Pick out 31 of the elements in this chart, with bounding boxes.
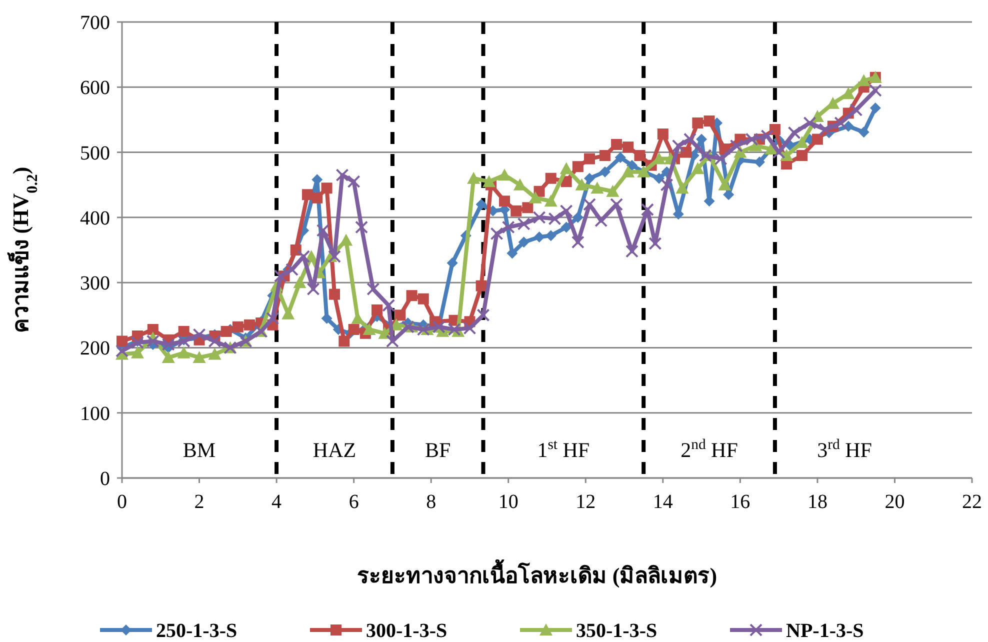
legend-label: NP-1-3-S — [786, 620, 864, 642]
y-tick-label: 300 — [80, 272, 110, 295]
y-tick-label: 600 — [80, 77, 110, 100]
x-tick-label: 16 — [730, 491, 750, 513]
y-tick-label: 500 — [80, 142, 110, 164]
legend-label: 350-1-3-S — [576, 620, 658, 642]
annotation: 3$^{rd}$ HF — [817, 437, 872, 462]
x-tick-label: 18 — [807, 491, 828, 513]
annotation: BM — [182, 438, 216, 462]
x-tick-label: 14 — [652, 491, 673, 513]
annotation: HAZ — [312, 438, 356, 462]
x-tick-label: 6 — [348, 491, 359, 513]
y-tick-label: 100 — [80, 402, 110, 425]
annotation: 1$^{st}$ HF — [537, 437, 590, 462]
x-axis-title: ระยะทางจากเนื้อโลหะเดิม (มิลลิเมตร) — [356, 559, 718, 588]
x-tick-label: 20 — [884, 491, 905, 513]
x-tick-label: 10 — [498, 491, 518, 513]
x-tick-label: 22 — [962, 491, 982, 513]
legend-label: 300-1-3-S — [366, 620, 448, 642]
y-tick-label: 400 — [80, 207, 110, 230]
annotation: 2$^{nd}$ HF — [680, 437, 738, 462]
y-tick-label: 200 — [80, 338, 110, 360]
x-tick-label: 2 — [194, 491, 204, 513]
x-tick-label: 12 — [576, 491, 596, 513]
x-tick-label: 8 — [426, 491, 436, 513]
x-tick-label: 0 — [117, 491, 127, 513]
legend-label: 250-1-3-S — [156, 620, 238, 642]
annotation: BF — [425, 438, 451, 462]
x-tick-label: 4 — [272, 491, 282, 513]
y-tick-label: 0 — [100, 468, 110, 490]
y-tick-label: 700 — [80, 12, 110, 34]
